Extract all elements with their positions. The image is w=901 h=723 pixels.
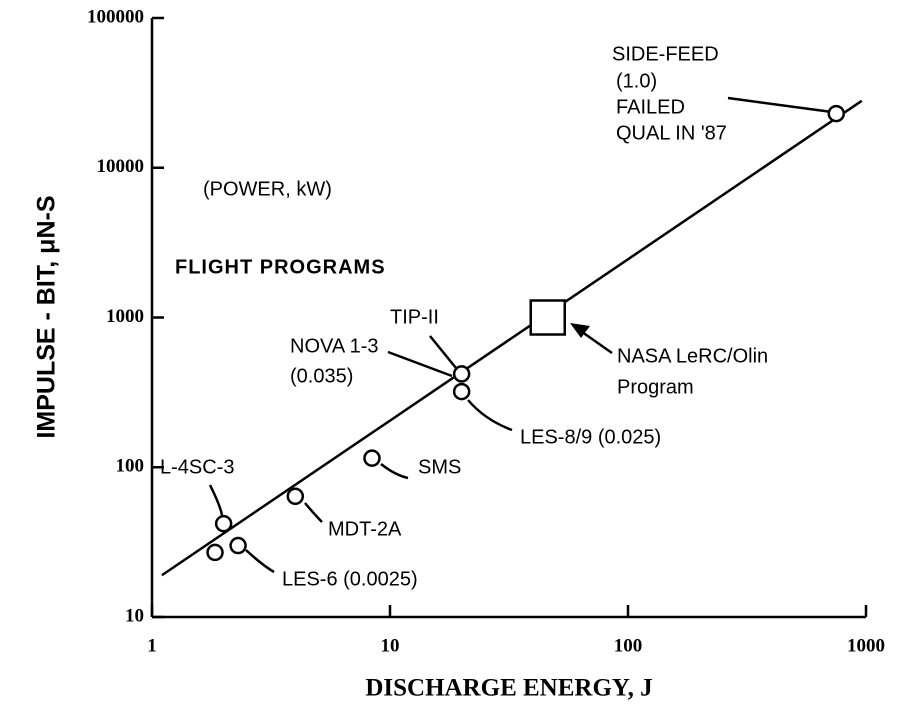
annotation: MDT-2A xyxy=(328,518,402,540)
circle-marker xyxy=(452,382,471,401)
x-tick-label: 10 xyxy=(381,635,400,656)
x-axis-label: DISCHARGE ENERGY, J xyxy=(365,675,652,702)
annotation: NOVA 1-3 xyxy=(290,335,379,357)
y-axis-label: IMPULSE - BIT, μN-S xyxy=(33,195,61,438)
x-tick-label: 1000 xyxy=(847,635,885,656)
leader-line xyxy=(304,502,323,523)
annotation: FLIGHT PROGRAMS xyxy=(175,256,386,278)
circle-marker xyxy=(827,104,846,123)
x-tick-label: 100 xyxy=(614,635,643,656)
leader-line xyxy=(727,96,833,114)
annotation: (POWER, kW) xyxy=(203,178,332,200)
annotation: (1.0) xyxy=(616,70,657,92)
y-tick-label: 10 xyxy=(125,605,144,626)
leader-line xyxy=(467,399,513,432)
annotation: SMS xyxy=(418,456,461,478)
annotation: QUAL IN '87 xyxy=(616,122,727,144)
leader-line xyxy=(380,463,409,480)
x-tick-label: 1 xyxy=(147,635,157,656)
annotation: (0.035) xyxy=(290,365,353,387)
annotation: SIDE-FEED xyxy=(612,43,719,65)
annotation: L-4SC-3 xyxy=(160,456,234,478)
leader-line xyxy=(208,484,224,516)
circle-marker xyxy=(214,514,233,533)
annotation: LES-6 (0.0025) xyxy=(282,568,418,590)
leader-line xyxy=(429,335,457,369)
annotation: NASA LeRC/Olin xyxy=(617,345,768,367)
circle-marker xyxy=(229,536,247,555)
leader-line xyxy=(387,350,453,378)
y-tick-label: 100000 xyxy=(87,6,144,27)
annotation: FAILED xyxy=(616,96,685,118)
y-tick-label: 100 xyxy=(116,456,145,477)
y-tick-label: 1000 xyxy=(106,306,144,327)
square-marker xyxy=(529,299,566,336)
leader-lines xyxy=(208,96,833,574)
y-tick-label: 10000 xyxy=(97,156,145,177)
annotation: TIP-II xyxy=(390,306,439,328)
fit-line xyxy=(161,99,863,577)
circle-marker xyxy=(363,449,381,467)
arrow-head xyxy=(570,323,590,338)
circle-marker xyxy=(286,487,305,506)
circle-marker xyxy=(206,543,224,562)
annotation: LES-8/9 (0.025) xyxy=(520,426,661,448)
annotation: Program xyxy=(617,376,694,398)
circle-marker xyxy=(452,365,471,383)
leader-line xyxy=(245,549,275,574)
